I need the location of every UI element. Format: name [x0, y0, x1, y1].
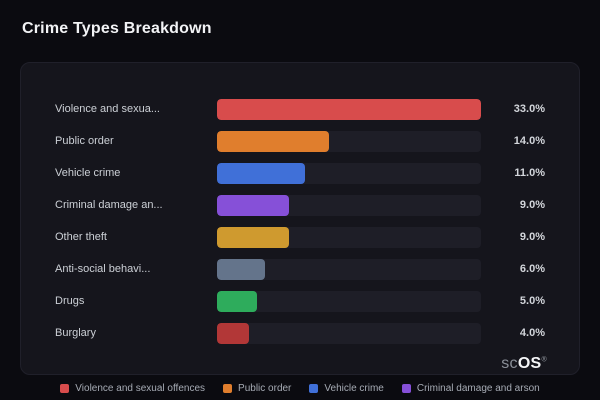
bar[interactable]	[217, 194, 289, 216]
legend-color-chip	[401, 384, 411, 393]
bar-track	[217, 322, 481, 344]
category-label: Public order	[55, 135, 114, 147]
chart-row: Burglary 4.0%	[55, 317, 545, 349]
chart-row: Other theft 9.0%	[55, 221, 545, 253]
value-label: 14.0%	[513, 135, 545, 147]
value-label: 33.0%	[513, 103, 545, 115]
legend-color-chip	[60, 384, 70, 393]
legend-item-label: Criminal damage and arson	[416, 383, 540, 394]
bar-chart: Violence and sexua... 33.0% Public order…	[55, 93, 545, 349]
bar[interactable]	[217, 290, 257, 312]
chart-row: Public order 14.0%	[55, 125, 545, 157]
legend-item-label: Violence and sexual offences	[75, 383, 206, 394]
bar-track	[217, 258, 481, 280]
bar-track	[217, 226, 481, 248]
chart-legend: Violence and sexual offences Public orde…	[0, 383, 600, 394]
value-label: 4.0%	[519, 327, 545, 339]
category-label: Burglary	[55, 327, 96, 339]
registered-mark: ®	[541, 356, 547, 364]
value-label: 6.0%	[519, 263, 545, 275]
bar-track	[217, 194, 481, 216]
chart-row: Vehicle crime 11.0%	[55, 157, 545, 189]
chart-row: Violence and sexua... 33.0%	[55, 93, 545, 125]
value-label: 9.0%	[519, 231, 545, 243]
category-label: Drugs	[55, 295, 85, 307]
chart-row: Criminal damage an... 9.0%	[55, 189, 545, 221]
chart-row: Drugs 5.0%	[55, 285, 545, 317]
bar[interactable]	[217, 98, 481, 120]
legend-item-label: Vehicle crime	[324, 383, 384, 394]
category-label: Vehicle crime	[55, 167, 121, 179]
bar-track	[217, 98, 481, 120]
value-label: 9.0%	[519, 199, 545, 211]
bar[interactable]	[217, 130, 329, 152]
bar-track	[217, 130, 481, 152]
bar[interactable]	[217, 258, 265, 280]
bar-track	[217, 162, 481, 184]
legend-item-label: Public order	[238, 383, 292, 394]
legend-item[interactable]: Criminal damage and arson	[401, 383, 540, 394]
page-title: Crime Types Breakdown	[22, 20, 212, 37]
category-label: Criminal damage an...	[55, 199, 163, 211]
category-label: Anti-social behavi...	[55, 263, 151, 275]
scos-logo: scOS®	[501, 355, 547, 373]
chart-card: Violence and sexua... 33.0% Public order…	[20, 62, 580, 375]
legend-color-chip	[309, 384, 319, 393]
legend-item[interactable]: Public order	[223, 383, 291, 394]
bar[interactable]	[217, 322, 249, 344]
logo-prefix: sc	[501, 355, 518, 372]
category-label: Other theft	[55, 231, 107, 243]
category-label: Violence and sexua...	[55, 103, 160, 115]
bar-track	[217, 290, 481, 312]
legend-item[interactable]: Vehicle crime	[309, 383, 384, 394]
legend-item[interactable]: Violence and sexual offences	[60, 383, 205, 394]
value-label: 11.0%	[514, 167, 545, 179]
bar[interactable]	[217, 226, 289, 248]
logo-suffix: OS	[517, 355, 542, 372]
bar[interactable]	[217, 162, 305, 184]
legend-color-chip	[223, 384, 233, 393]
value-label: 5.0%	[519, 295, 545, 307]
chart-row: Anti-social behavi... 6.0%	[55, 253, 545, 285]
